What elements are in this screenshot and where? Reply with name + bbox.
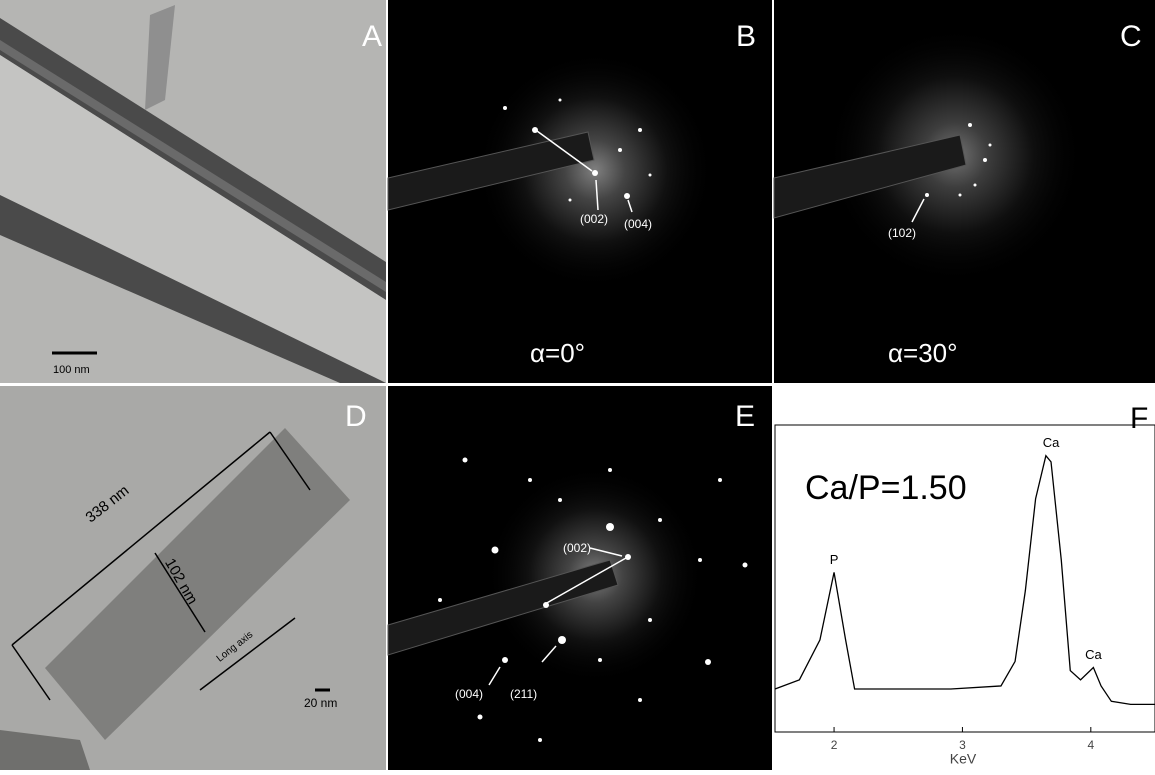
panel-c: C (102) α=30°	[774, 0, 1155, 383]
panel-label: D	[345, 400, 367, 433]
annotation: (004)	[624, 217, 652, 231]
panel-a: A 100 nm	[0, 0, 386, 383]
figure: A 100 nm B (002) (004) α=0° C (102) α=30…	[0, 0, 1155, 770]
annotation: (002)	[563, 541, 591, 555]
panel-label: B	[736, 20, 756, 53]
scale-bar-label: 20 nm	[304, 696, 337, 710]
panel-label: F	[1130, 402, 1148, 435]
peak-label: Ca	[1085, 647, 1102, 662]
annotation: (102)	[888, 226, 916, 240]
panel-label: E	[735, 400, 755, 433]
panel-label: A	[362, 20, 382, 53]
annotation: (211)	[510, 687, 537, 701]
panel-d: D 338 nm 102 nm Long axis 20 nm	[0, 386, 386, 770]
x-axis-label: KeV	[950, 751, 977, 767]
x-tick-label: 3	[959, 738, 966, 752]
scale-bar-label: 100 nm	[53, 364, 90, 376]
panel-label: C	[1120, 20, 1142, 53]
panel-e: E (002) (004) (211)	[388, 386, 772, 770]
annotation: (004)	[455, 687, 483, 701]
peak-label: P	[830, 552, 839, 567]
tilt-label: α=30°	[888, 338, 958, 368]
tilt-label: α=0°	[530, 338, 585, 368]
ratio-text: Ca/P=1.50	[805, 469, 967, 507]
panel-f: F Ca/P=1.50 KeV	[774, 386, 1155, 770]
panel-b: B (002) (004) α=0°	[388, 0, 772, 383]
annotation: (002)	[580, 212, 608, 226]
x-tick-label: 2	[831, 738, 838, 752]
peak-label: Ca	[1043, 435, 1060, 450]
x-tick-label: 4	[1087, 738, 1094, 752]
